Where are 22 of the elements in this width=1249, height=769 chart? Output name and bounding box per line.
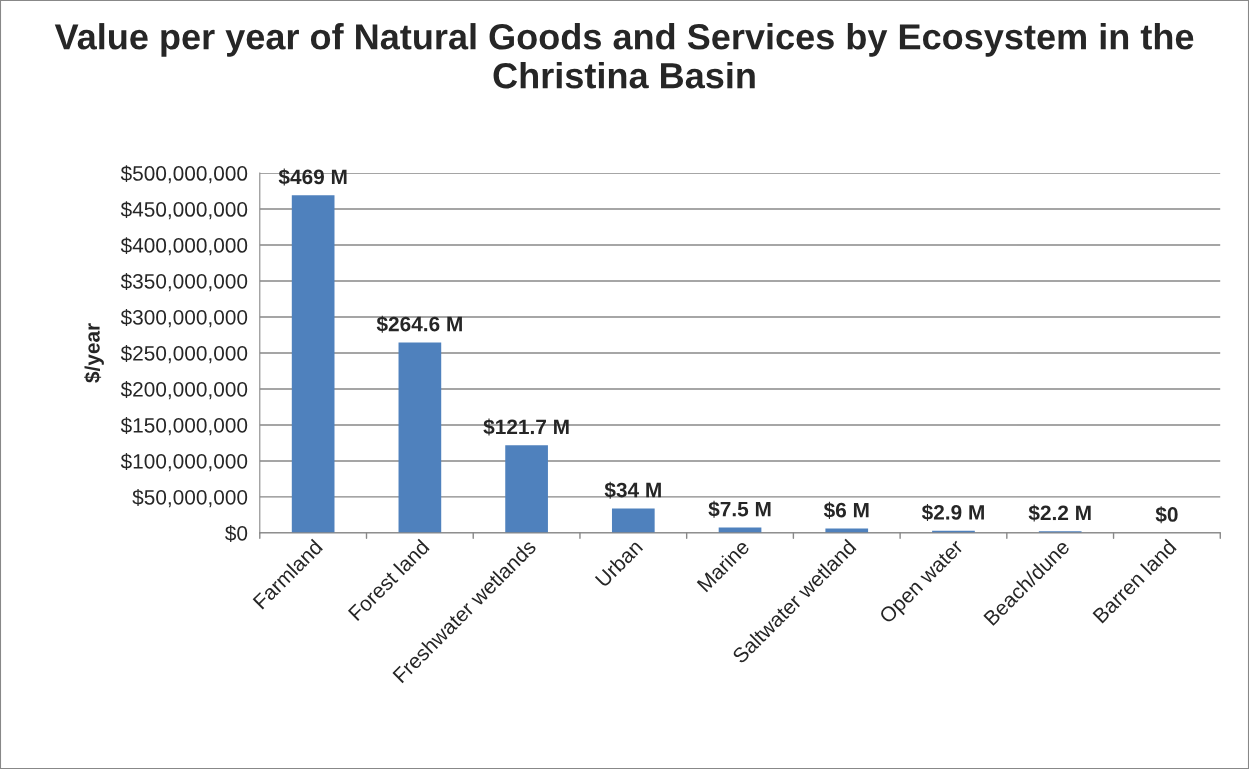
- data-label: $121.7 M: [483, 418, 569, 436]
- data-label: $469 M: [278, 168, 347, 186]
- chart-title: Value per year of Natural Goods and Services by Ecosystem in the Christina Basin: [54, 23, 1194, 89]
- y-axis-title: $/year: [84, 323, 104, 383]
- y-tick-label: $250,000,000: [120, 345, 248, 364]
- y-tick-label: $100,000,000: [120, 453, 248, 472]
- y-tick-label: $450,000,000: [120, 201, 248, 220]
- y-tick-label: $300,000,000: [120, 309, 248, 328]
- data-label: $2.9 M: [921, 504, 984, 522]
- y-tick-label: $500,000,000: [120, 165, 248, 184]
- y-tick-label: $50,000,000: [132, 489, 248, 508]
- data-label: $7.5 M: [708, 500, 771, 518]
- y-tick-label: $200,000,000: [120, 381, 248, 400]
- y-tick-label: $350,000,000: [120, 273, 248, 292]
- data-label: $6 M: [823, 501, 869, 519]
- y-tick-label: $0: [225, 525, 248, 542]
- data-label: $34 M: [604, 481, 661, 499]
- data-label: $264.6 M: [376, 315, 462, 333]
- data-label: $0: [1155, 506, 1178, 524]
- y-tick-label: $150,000,000: [120, 417, 248, 436]
- data-label: $2.2 M: [1028, 504, 1091, 522]
- y-tick-label: $400,000,000: [120, 237, 248, 256]
